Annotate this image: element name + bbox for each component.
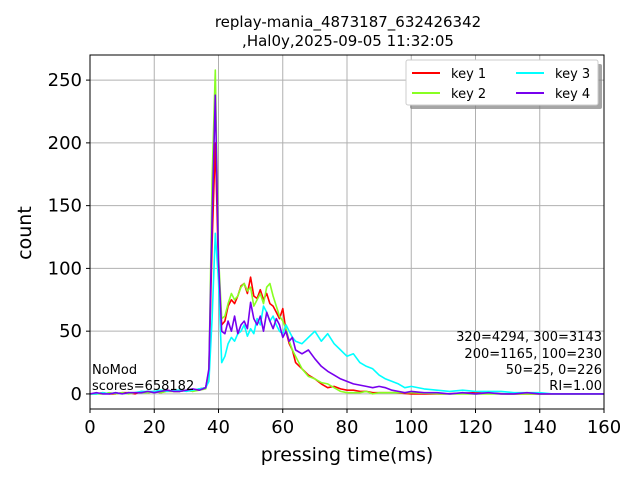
- series-line-key-4: [89, 94, 604, 395]
- x-tick-label: 160: [587, 417, 621, 438]
- y-tick-label: 100: [48, 258, 82, 279]
- annotation-right: 320=4294, 300=3143 200=1165, 100=230 50=…: [456, 330, 602, 394]
- series-lines: [89, 69, 604, 395]
- legend-label-key-3: key 3: [555, 67, 590, 82]
- x-tick-label: 80: [336, 417, 359, 438]
- x-tick-label: 140: [523, 417, 557, 438]
- y-axis-label: count: [14, 206, 36, 260]
- axis-ticks: 0 20 40 60 80 100 120 140 160 0 50 100 150 200 250: [48, 70, 622, 438]
- annotation-judgements-3: 50=25, 0=226: [506, 363, 602, 378]
- y-tick-label: 0: [71, 384, 82, 405]
- x-tick-label: 0: [84, 417, 95, 438]
- chart-title-line-2: ,Hal0y,2025-09-05 11:32:05: [242, 32, 454, 50]
- annotation-ri: RI=1.00: [549, 379, 602, 394]
- legend-label-key-1: key 1: [451, 67, 486, 82]
- y-tick-label: 150: [48, 196, 82, 217]
- legend-label-key-4: key 4: [555, 87, 590, 102]
- x-tick-label: 120: [458, 417, 492, 438]
- x-tick-label: 40: [207, 417, 230, 438]
- y-tick-label: 200: [48, 133, 82, 154]
- annotation-left: NoMod scores=658182: [92, 363, 194, 394]
- chart-title-line-1: replay-mania_4873187_632426342: [215, 13, 481, 32]
- legend: key 1 key 2 key 3 key 4: [405, 59, 602, 109]
- series-line-key-2: [90, 69, 604, 395]
- x-tick-label: 20: [143, 417, 166, 438]
- annotation-mod: NoMod: [92, 363, 137, 378]
- x-tick-label: 100: [394, 417, 428, 438]
- y-tick-label: 250: [48, 70, 82, 91]
- series-line-key-3: [90, 232, 604, 395]
- annotation-judgements-2: 200=1165, 100=230: [464, 347, 602, 362]
- annotation-judgements-1: 320=4294, 300=3143: [456, 330, 602, 345]
- y-tick-label: 50: [59, 321, 82, 342]
- legend-label-key-2: key 2: [451, 87, 486, 102]
- legend-box: [405, 59, 599, 106]
- annotation-score: scores=658182: [92, 379, 194, 394]
- x-tick-label: 60: [271, 417, 294, 438]
- x-axis-label: pressing time(ms): [261, 444, 434, 466]
